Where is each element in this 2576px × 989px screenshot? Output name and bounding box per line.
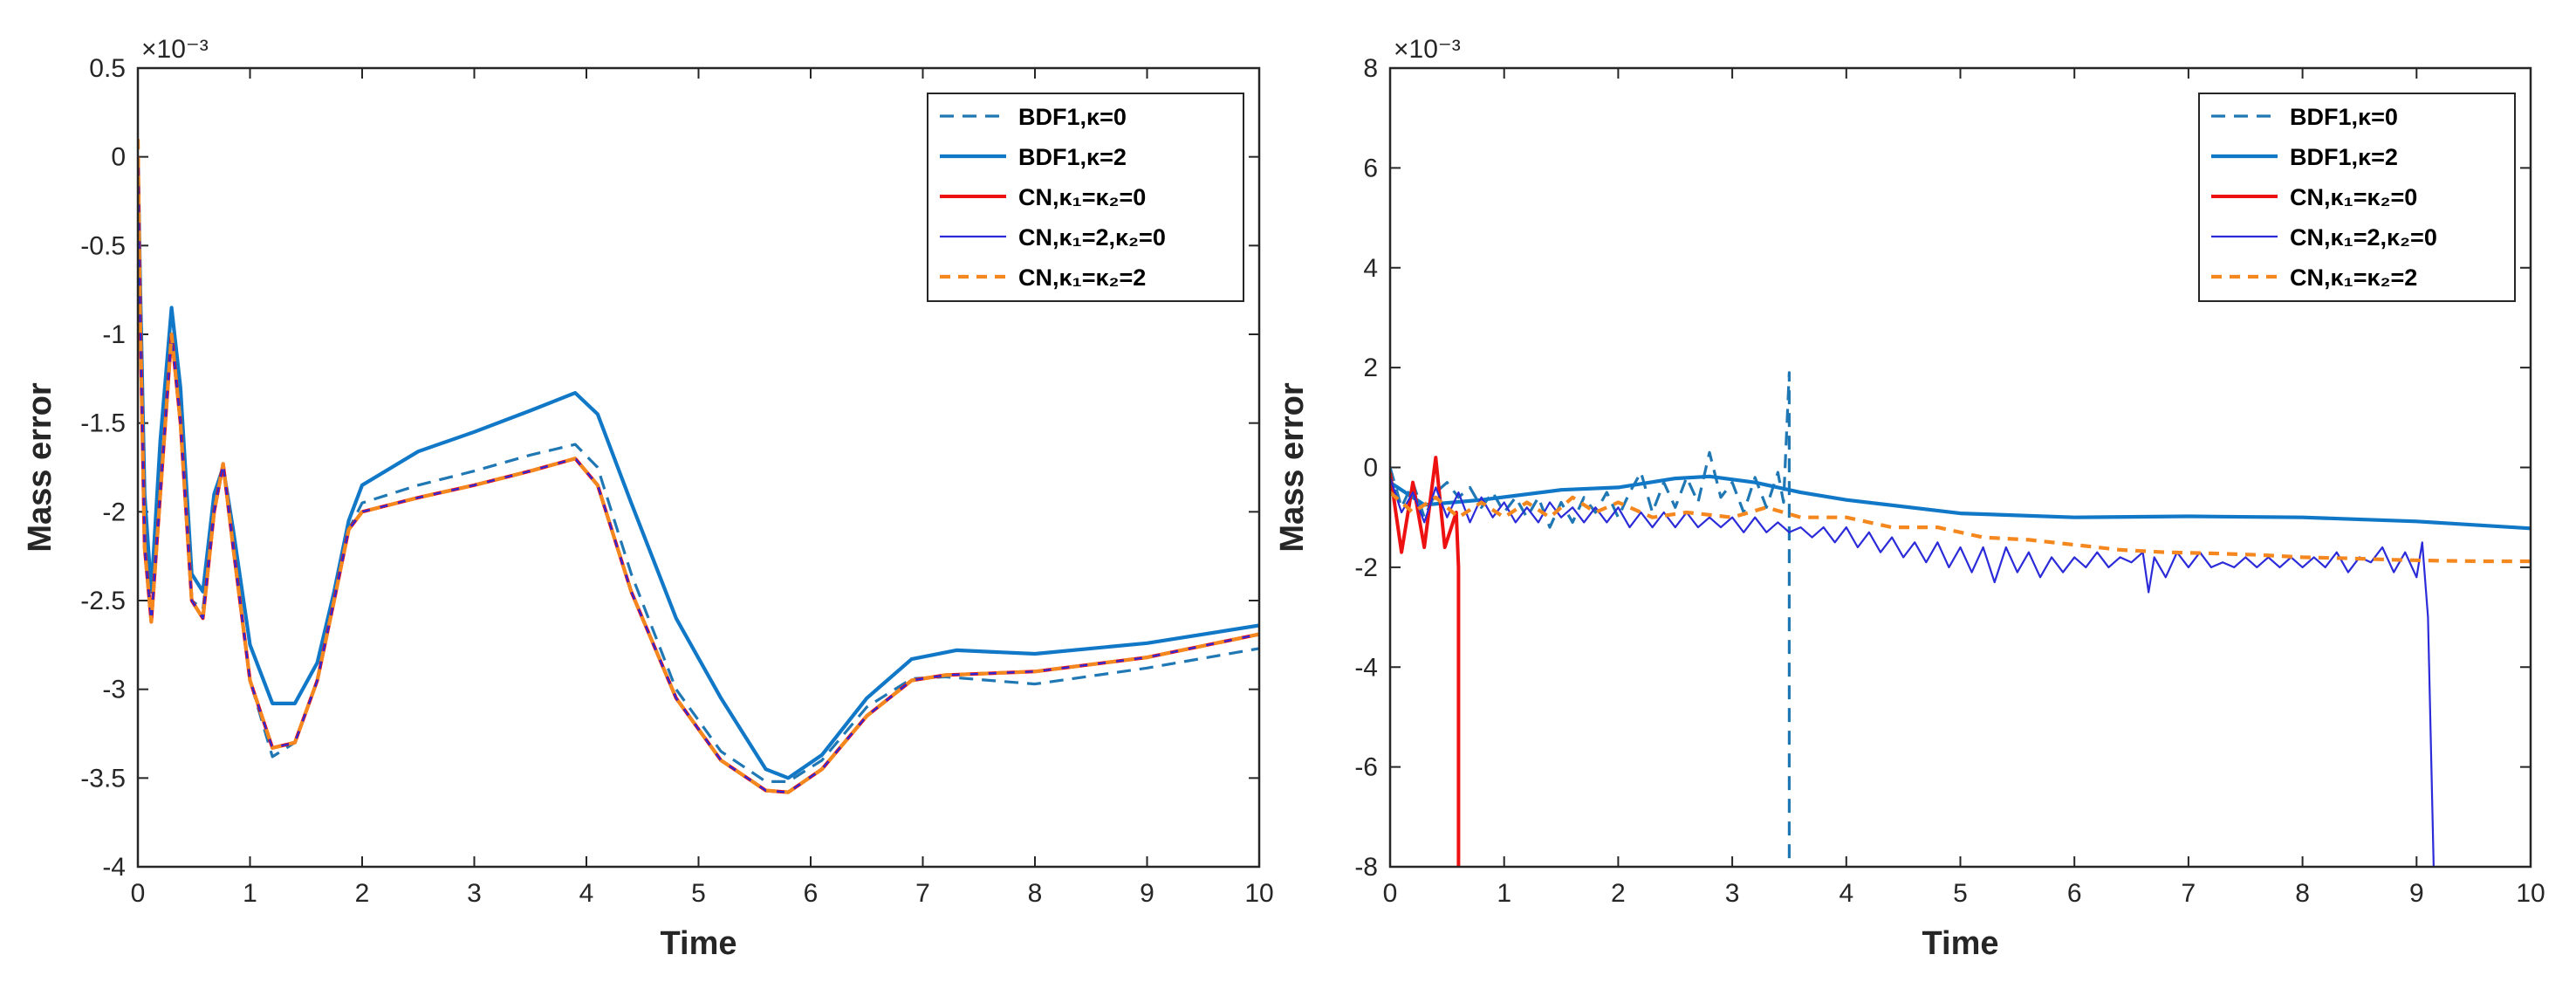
y-axis-label: Mass error [1274,382,1311,553]
y-tick-label: 0 [111,143,126,172]
y-tick-label: -2 [102,498,126,526]
legend-label-bdf1_k0: BDF1,κ=0 [1018,104,1127,130]
axis-exponent-label: ×10⁻³ [1394,35,1461,64]
x-axis-label: Time [1922,925,1998,962]
series-line-cn_22 [138,139,1259,794]
x-tick-label: 8 [1028,879,1043,908]
x-tick-label: 0 [1383,879,1398,908]
axis-exponent-label: ×10⁻³ [141,35,209,64]
y-tick-label: -8 [1354,853,1378,882]
legend-label-bdf1_k0: BDF1,κ=0 [2290,104,2398,130]
legend: BDF1,κ=0 BDF1,κ=2 CN,κ₁=κ₂=0 CN,κ₁=2,κ₂=0 CN… [927,93,1244,302]
y-tick-label: 2 [1363,354,1378,382]
x-tick-label: 7 [2182,879,2196,908]
y-tick-label: -2 [1354,553,1378,582]
legend-label-cn_00: CN,κ₁=κ₂=0 [1018,184,1146,210]
y-tick-label: 4 [1363,254,1378,283]
x-tick-label: 9 [2409,879,2424,908]
chart-panel-left: 0 1 2 3 4 5 6 7 8 9 10 0.5 0 -0.5 -1 -1.5 -2 -2.5 -3 -3.5 -4… [22,35,1274,962]
axes-box [1388,66,2532,869]
x-tick-label: 2 [1611,879,1626,908]
x-tick-label: 5 [1953,879,1968,908]
series-line-bdf1_k2 [1390,474,2531,531]
x-tick-label: 6 [2067,879,2082,908]
y-tick-label: -2.5 [80,587,126,615]
y-tick-label: 0 [1363,454,1378,483]
y-tick-label: -3.5 [80,764,126,793]
legend-label-bdf1_k2: BDF1,κ=2 [1018,144,1127,170]
legend-label-cn_20: CN,κ₁=2,κ₂=0 [1018,224,1166,251]
x-tick-label: 3 [467,879,482,908]
x-tick-label: 1 [243,879,257,908]
x-tick-label: 7 [915,879,930,908]
y-tick-label: -1.5 [80,409,126,438]
x-tick-label: 4 [579,879,594,908]
x-tick-label: 1 [1497,879,1511,908]
y-tick-label: 6 [1363,154,1378,182]
series-line-bdf1_k0 [138,156,1259,783]
x-tick-label: 9 [1140,879,1154,908]
y-axis-label: Mass error [22,382,58,553]
legend-label-cn_00: CN,κ₁=κ₂=0 [2290,184,2417,210]
legend-label-cn_22: CN,κ₁=κ₂=2 [2290,264,2417,291]
y-tick-label: -0.5 [80,231,126,260]
x-tick-label: 0 [131,879,146,908]
x-axis-label: Time [660,925,736,962]
x-tick-label: 2 [355,879,370,908]
x-tick-label: 4 [1839,879,1853,908]
series-line-cn_00 [1390,456,1461,867]
series-line-bdf1_k2 [138,156,1259,780]
y-tick-label: -6 [1354,753,1378,782]
x-tick-label: 6 [804,879,819,908]
x-tick-label: 10 [1244,879,1273,908]
series-line-cn_20 [1390,477,2435,867]
x-tick-label: 8 [2295,879,2310,908]
x-tick-label: 5 [691,879,706,908]
x-tick-label: 10 [2516,879,2545,908]
legend-label-cn_20: CN,κ₁=2,κ₂=0 [2290,224,2437,251]
series-group [1390,371,2531,867]
y-tick-label: -4 [102,853,126,882]
y-tick-label: 8 [1363,54,1378,83]
y-tick-label: -1 [102,320,126,349]
chart-panel-right: 0 1 2 3 4 5 6 7 8 9 10 8 6 4 2 0 -2 -4 -6 -8 ×10⁻³ Time Mass e… [1274,35,2545,962]
legend-label-cn_22: CN,κ₁=κ₂=2 [1018,264,1146,291]
series-line-cn_22 [1390,491,2531,564]
y-tick-label: -3 [102,676,126,704]
y-tick-label: -4 [1354,653,1378,682]
axes-box [136,66,1261,869]
series-group [138,139,1259,794]
y-tick-label: 0.5 [89,54,126,83]
x-tick-label: 3 [1725,879,1740,908]
legend-label-bdf1_k2: BDF1,κ=2 [2290,144,2398,170]
legend: BDF1,κ=0 BDF1,κ=2 CN,κ₁=κ₂=0 CN,κ₁=2,κ₂=0 CN… [2198,93,2516,302]
